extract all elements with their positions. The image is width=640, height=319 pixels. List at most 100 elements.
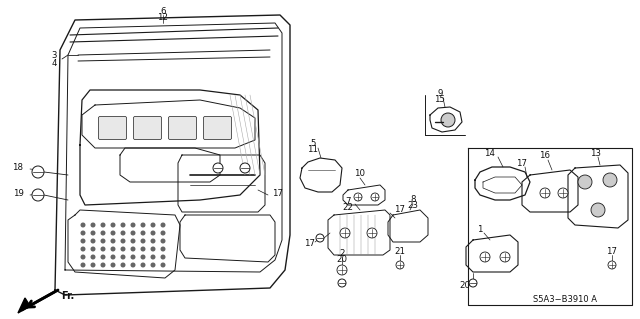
Text: 2: 2 (339, 249, 345, 257)
Text: 20: 20 (460, 281, 470, 291)
Circle shape (340, 228, 350, 238)
Circle shape (101, 239, 105, 243)
FancyBboxPatch shape (168, 116, 196, 139)
Circle shape (92, 239, 95, 243)
Circle shape (101, 223, 105, 227)
Circle shape (161, 223, 165, 227)
Circle shape (131, 247, 135, 251)
Circle shape (338, 279, 346, 287)
Text: 9: 9 (437, 88, 443, 98)
Text: 4: 4 (51, 58, 57, 68)
Circle shape (101, 263, 105, 267)
Text: 17: 17 (607, 248, 618, 256)
Circle shape (131, 255, 135, 259)
Text: 11: 11 (307, 145, 319, 154)
Circle shape (81, 255, 85, 259)
Circle shape (121, 239, 125, 243)
Text: 18: 18 (13, 162, 24, 172)
Circle shape (151, 247, 155, 251)
Circle shape (92, 231, 95, 235)
Text: 13: 13 (591, 149, 602, 158)
Text: 14: 14 (484, 149, 495, 158)
Circle shape (213, 163, 223, 173)
Circle shape (81, 231, 85, 235)
Circle shape (111, 223, 115, 227)
Circle shape (151, 239, 155, 243)
Text: 10: 10 (355, 168, 365, 177)
Circle shape (141, 231, 145, 235)
Text: 5: 5 (310, 138, 316, 147)
Circle shape (161, 255, 165, 259)
Circle shape (161, 263, 165, 267)
Text: 23: 23 (408, 201, 419, 210)
Text: 21: 21 (394, 248, 406, 256)
Circle shape (603, 173, 617, 187)
Circle shape (337, 265, 347, 275)
Circle shape (316, 234, 324, 242)
Circle shape (121, 263, 125, 267)
Circle shape (81, 263, 85, 267)
Circle shape (131, 239, 135, 243)
Circle shape (151, 263, 155, 267)
Circle shape (121, 223, 125, 227)
Circle shape (141, 263, 145, 267)
Circle shape (608, 261, 616, 269)
Circle shape (151, 231, 155, 235)
Circle shape (121, 255, 125, 259)
Polygon shape (18, 298, 30, 313)
Circle shape (141, 247, 145, 251)
Circle shape (111, 239, 115, 243)
Text: 15: 15 (435, 94, 445, 103)
Circle shape (151, 255, 155, 259)
Text: 17: 17 (516, 159, 527, 167)
Circle shape (354, 193, 362, 201)
Circle shape (32, 189, 44, 201)
Circle shape (92, 247, 95, 251)
Circle shape (131, 263, 135, 267)
Circle shape (92, 263, 95, 267)
Text: 17: 17 (394, 205, 406, 214)
Circle shape (161, 239, 165, 243)
Circle shape (141, 223, 145, 227)
Circle shape (151, 223, 155, 227)
Text: 1: 1 (477, 225, 483, 234)
Text: 8: 8 (410, 195, 416, 204)
Text: 22: 22 (342, 203, 353, 211)
Circle shape (371, 193, 379, 201)
Text: 6: 6 (160, 8, 166, 17)
Circle shape (111, 263, 115, 267)
Text: 3: 3 (51, 51, 57, 61)
Circle shape (101, 231, 105, 235)
Circle shape (141, 239, 145, 243)
Circle shape (101, 255, 105, 259)
FancyBboxPatch shape (204, 116, 232, 139)
Circle shape (111, 231, 115, 235)
Circle shape (500, 252, 510, 262)
Circle shape (81, 223, 85, 227)
Circle shape (32, 166, 44, 178)
Text: Fr.: Fr. (61, 291, 75, 301)
Circle shape (578, 175, 592, 189)
Circle shape (161, 247, 165, 251)
Circle shape (131, 223, 135, 227)
Text: 17: 17 (273, 189, 284, 198)
Circle shape (131, 231, 135, 235)
Circle shape (367, 228, 377, 238)
Text: 12: 12 (157, 13, 168, 23)
FancyBboxPatch shape (134, 116, 161, 139)
Circle shape (558, 188, 568, 198)
Circle shape (81, 247, 85, 251)
Circle shape (92, 255, 95, 259)
Circle shape (121, 247, 125, 251)
Text: 19: 19 (13, 189, 24, 197)
Circle shape (469, 279, 477, 287)
Circle shape (161, 231, 165, 235)
FancyBboxPatch shape (99, 116, 127, 139)
Circle shape (441, 113, 455, 127)
Circle shape (111, 247, 115, 251)
Circle shape (396, 261, 404, 269)
Circle shape (101, 247, 105, 251)
Circle shape (480, 252, 490, 262)
Circle shape (591, 203, 605, 217)
Text: 17: 17 (305, 239, 316, 248)
